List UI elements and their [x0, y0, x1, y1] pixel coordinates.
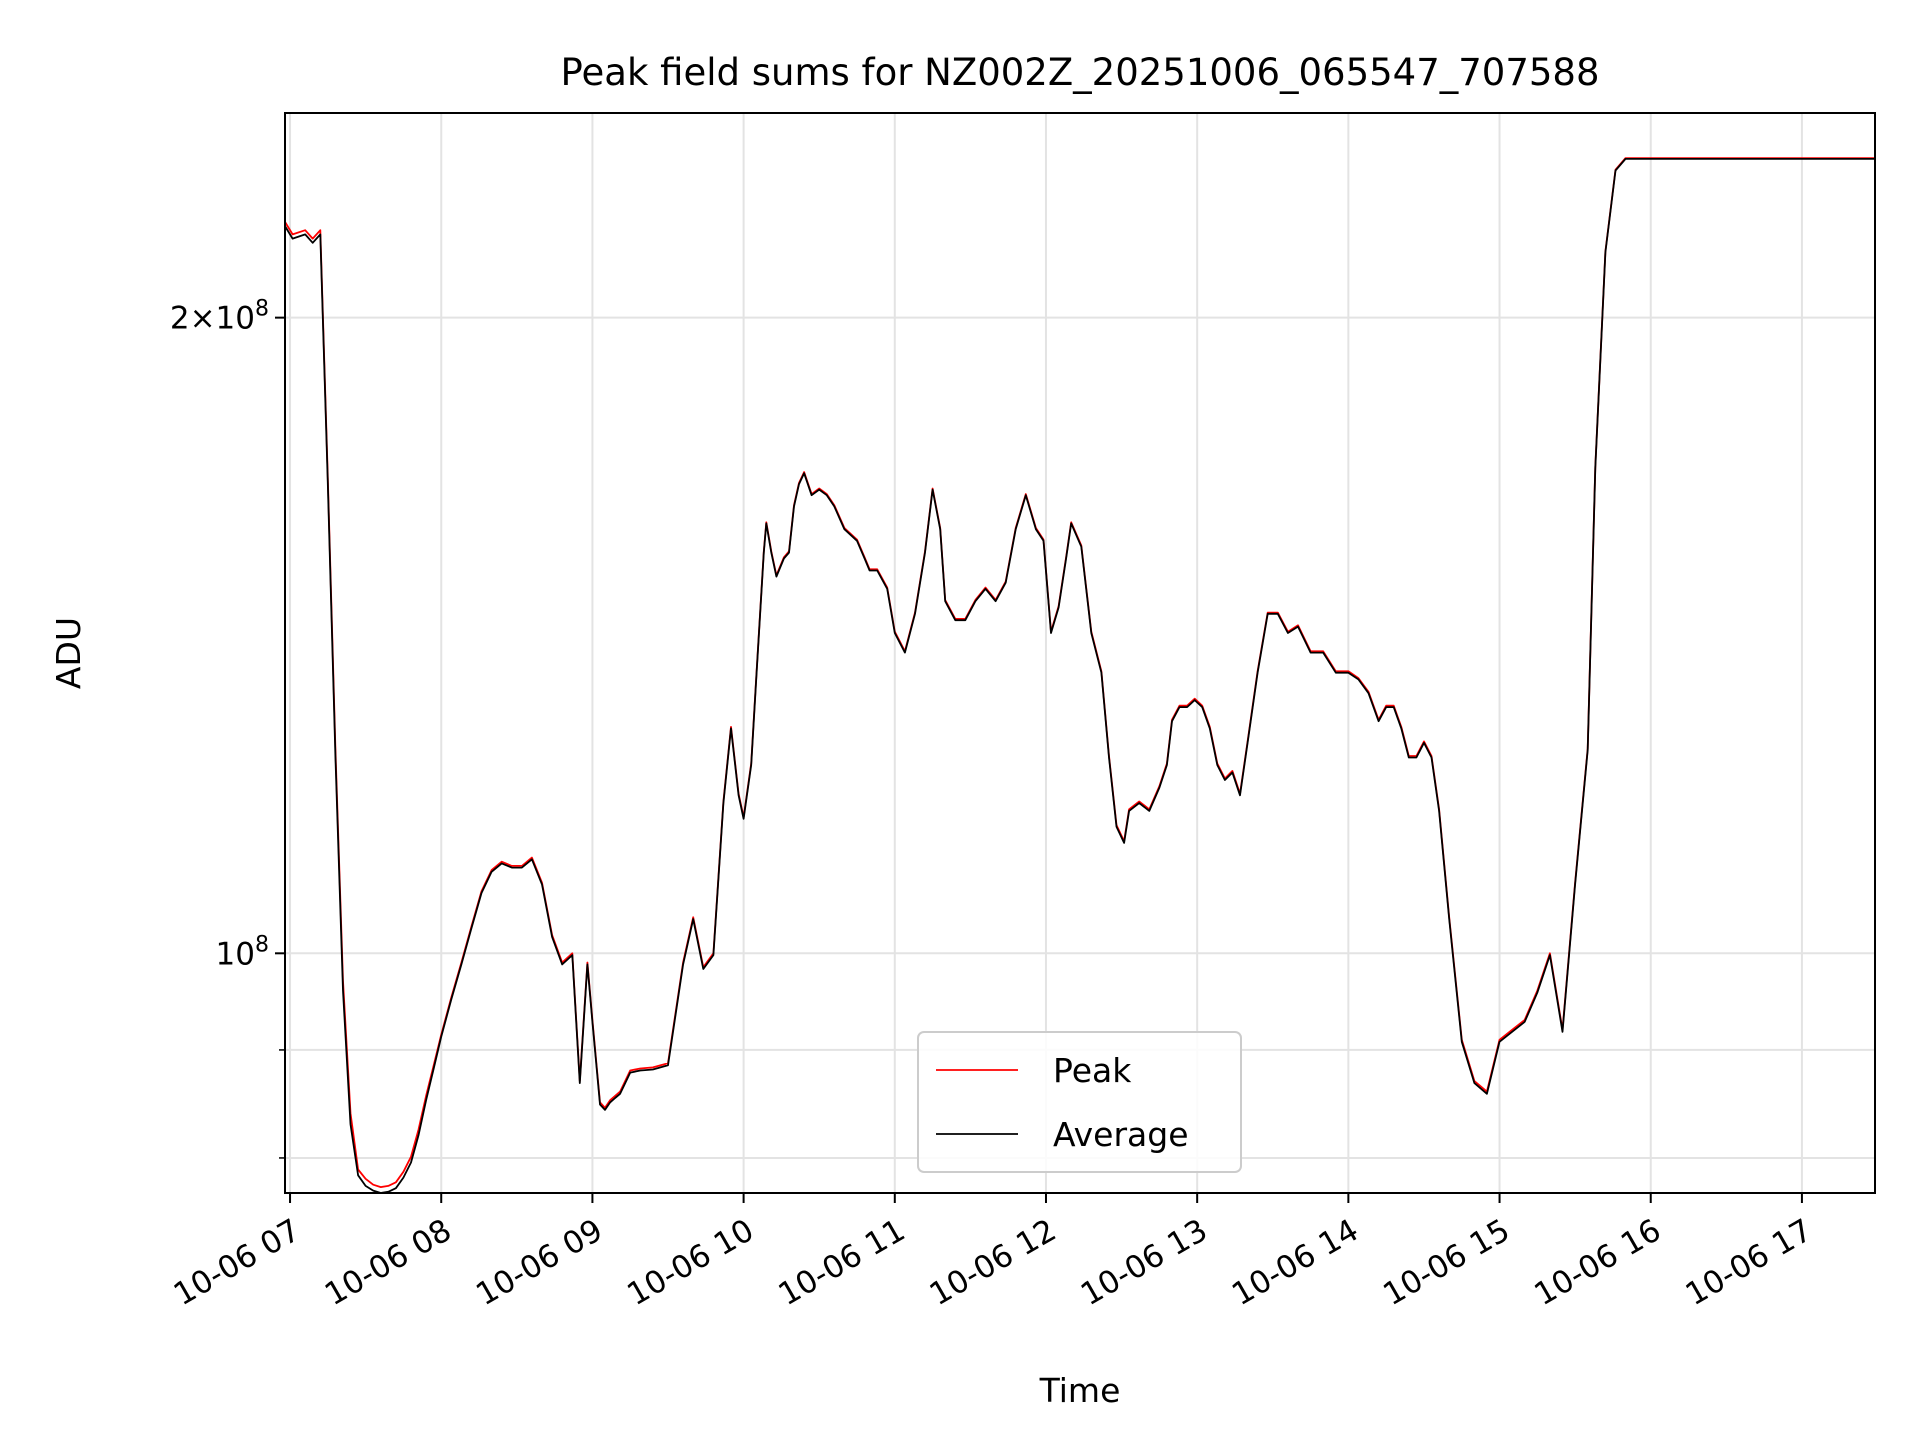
y-tick-exponent: 8 — [255, 297, 269, 322]
series-lines — [284, 157, 1875, 1194]
x-tick-label: 10-06 12 — [924, 1212, 1063, 1313]
legend: Peak Average — [917, 1031, 1242, 1173]
chart-title: Peak field sums for NZ002Z_20251006_0655… — [561, 51, 1600, 94]
y-axis-label: ADU — [49, 617, 88, 689]
x-tick-label: 10-06 15 — [1377, 1212, 1516, 1313]
legend-label-average: Average — [1053, 1115, 1189, 1154]
x-tick-label: 10-06 08 — [319, 1212, 458, 1313]
series-line-average — [284, 158, 1875, 1194]
x-tick-label: 10-06 10 — [621, 1212, 760, 1313]
legend-box — [917, 1031, 1242, 1173]
x-tick-label: 10-06 09 — [470, 1212, 609, 1313]
y-tick-base: 10 — [216, 936, 255, 972]
x-axis-ticks: 10-06 07 10-06 08 10-06 09 10-06 10 10-06 11… — [168, 1193, 1819, 1313]
legend-label-peak: Peak — [1053, 1051, 1132, 1090]
x-tick-label: 10-06 14 — [1226, 1212, 1365, 1313]
y-tick-label: 108 — [216, 932, 269, 972]
y-tick-base: 10 — [216, 301, 255, 337]
x-tick-label: 10-06 11 — [772, 1212, 911, 1313]
x-tick-label: 10-06 07 — [168, 1212, 307, 1313]
x-tick-label: 10-06 13 — [1075, 1212, 1214, 1313]
x-axis-label: Time — [1039, 1371, 1121, 1410]
plot-frame — [284, 112, 1876, 1194]
y-tick-exponent: 8 — [255, 932, 269, 957]
y-tick-label: 2×108 — [170, 297, 269, 337]
y-tick-multiplier: 2× — [170, 301, 216, 337]
x-tick-label: 10-06 16 — [1528, 1212, 1667, 1313]
x-tick-label: 10-06 17 — [1680, 1212, 1819, 1313]
